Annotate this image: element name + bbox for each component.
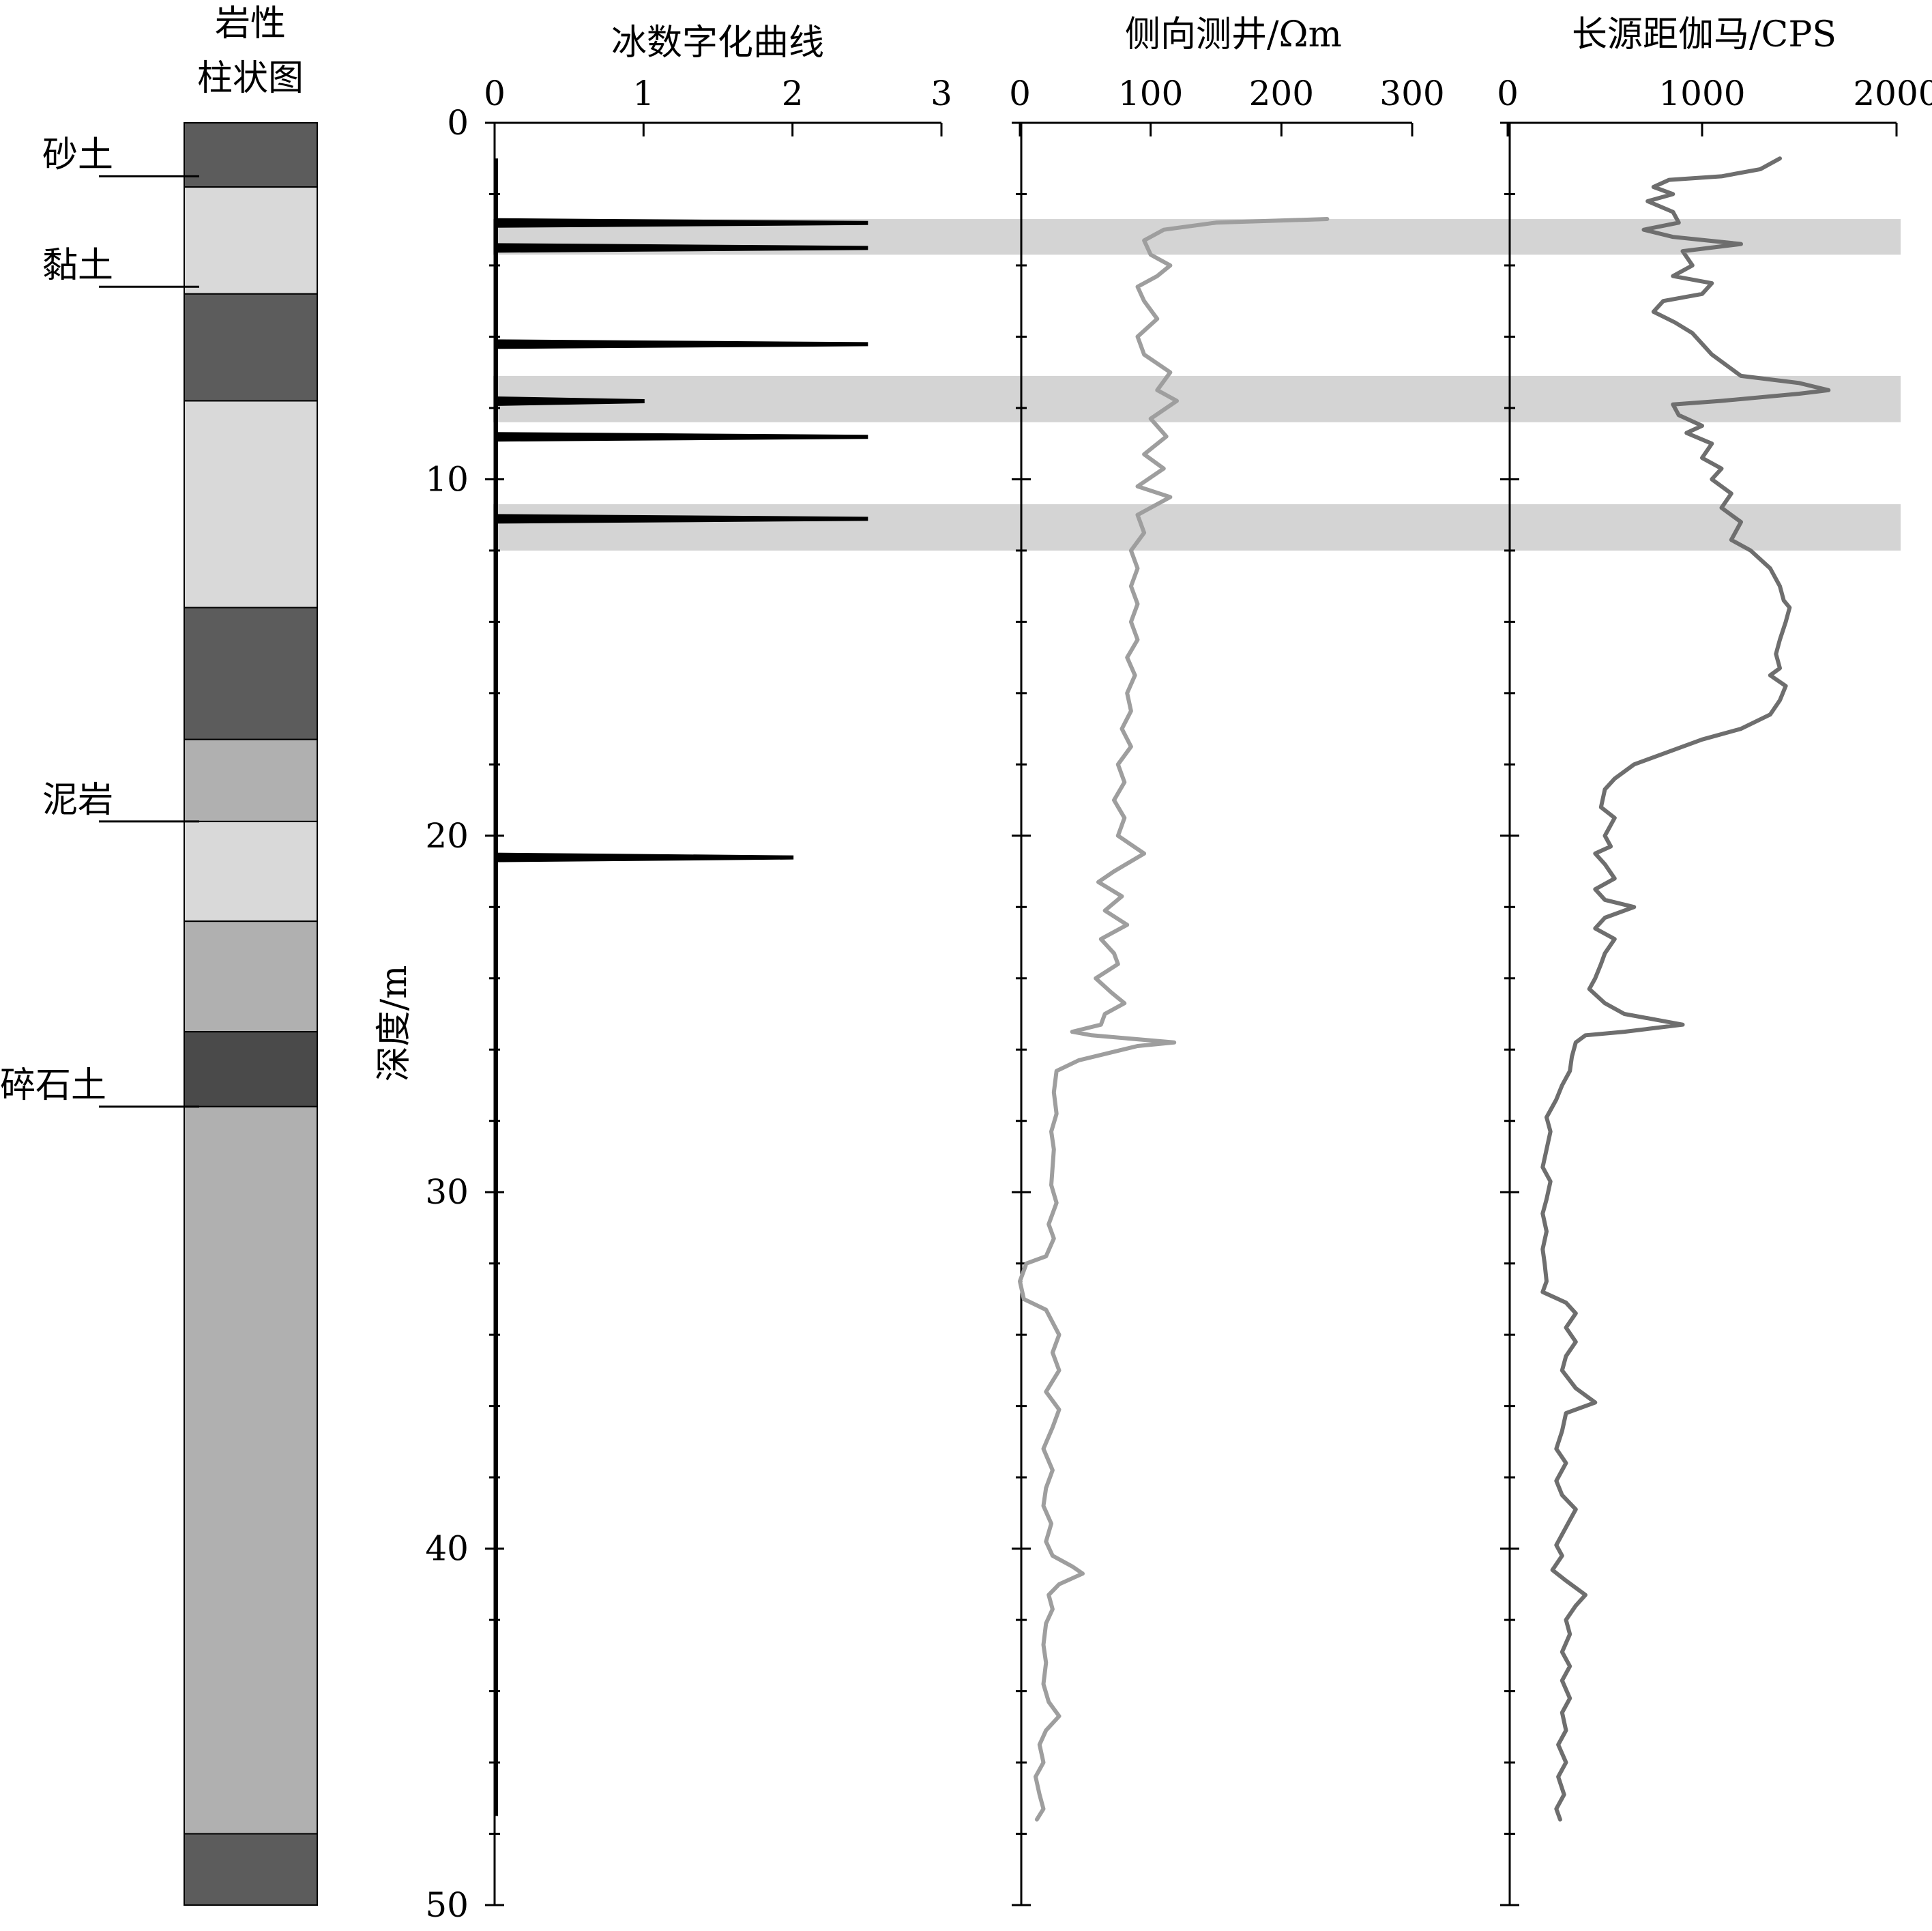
- depth-axis-label: 深度/m: [374, 966, 415, 1082]
- depth-tick-label: 30: [425, 1172, 469, 1212]
- x-tick-label: 1: [632, 74, 654, 113]
- ice-spike: [493, 243, 868, 253]
- depth-tick-label: 50: [425, 1885, 469, 1925]
- log-curve: [1540, 156, 1831, 1822]
- ice-spike: [493, 852, 794, 862]
- x-tick-label: 3: [931, 74, 952, 113]
- lithology-layer: [184, 293, 318, 402]
- ice-spike: [493, 396, 645, 406]
- lithology-layer: [184, 400, 318, 609]
- x-tick-label: 0: [1009, 74, 1031, 113]
- lithology-label: 黏土: [42, 245, 113, 286]
- lithology-layer: [184, 820, 318, 923]
- log-curve: [1018, 217, 1330, 1822]
- ice-spike: [493, 514, 868, 524]
- track-gamma-title: 长源距伽马/CPS: [1572, 14, 1836, 55]
- lithology-layer: [184, 1031, 318, 1107]
- lithology-layer: [184, 1105, 318, 1835]
- x-tick-label: 100: [1118, 74, 1183, 113]
- x-tick-label: 2000: [1853, 74, 1932, 113]
- lithology-layer: [184, 122, 318, 188]
- lithology-title-line2: 柱状图: [197, 58, 304, 99]
- x-tick-label: 200: [1249, 74, 1314, 113]
- track-ice-title: 冰数字化曲线: [611, 23, 824, 63]
- lithology-layers: [184, 122, 318, 1906]
- track-laterolog-title: 侧向测井/Ωm: [1125, 14, 1342, 55]
- lithology-layer: [184, 738, 318, 822]
- depth-tick-label: 40: [425, 1529, 469, 1569]
- lithology-layer: [184, 186, 318, 295]
- lithology-label: 泥岩: [42, 780, 113, 821]
- lithology-label: 砂土: [42, 134, 113, 175]
- highlight-band: [493, 375, 1901, 422]
- lithology-layer: [184, 920, 318, 1033]
- x-tick-label: 2: [782, 74, 804, 113]
- lithology-layer: [184, 1833, 318, 1906]
- depth-tick-label: 0: [447, 103, 469, 143]
- ice-spike: [493, 218, 868, 228]
- depth-tick-label: 20: [425, 816, 469, 856]
- x-tick-label: 300: [1379, 74, 1444, 113]
- lithology-title-line1: 岩性: [215, 3, 286, 44]
- highlight-band: [493, 504, 1901, 551]
- lithology-label: 碎石土: [0, 1065, 106, 1106]
- track-long-spacing-gamma: 长源距伽马/CPS 0 1000 2000: [1497, 14, 1932, 1906]
- x-tick-label: 1000: [1658, 74, 1745, 113]
- ice-spike: [493, 432, 868, 442]
- lithology-layer: [184, 607, 318, 740]
- x-tick-label: 0: [1497, 74, 1519, 113]
- x-tick-label: 0: [484, 74, 506, 113]
- depth-tick-label: 10: [425, 459, 469, 499]
- track-laterolog: 侧向测井/Ωm 0 100 200 300: [1009, 14, 1445, 1906]
- ice-spike: [493, 339, 868, 349]
